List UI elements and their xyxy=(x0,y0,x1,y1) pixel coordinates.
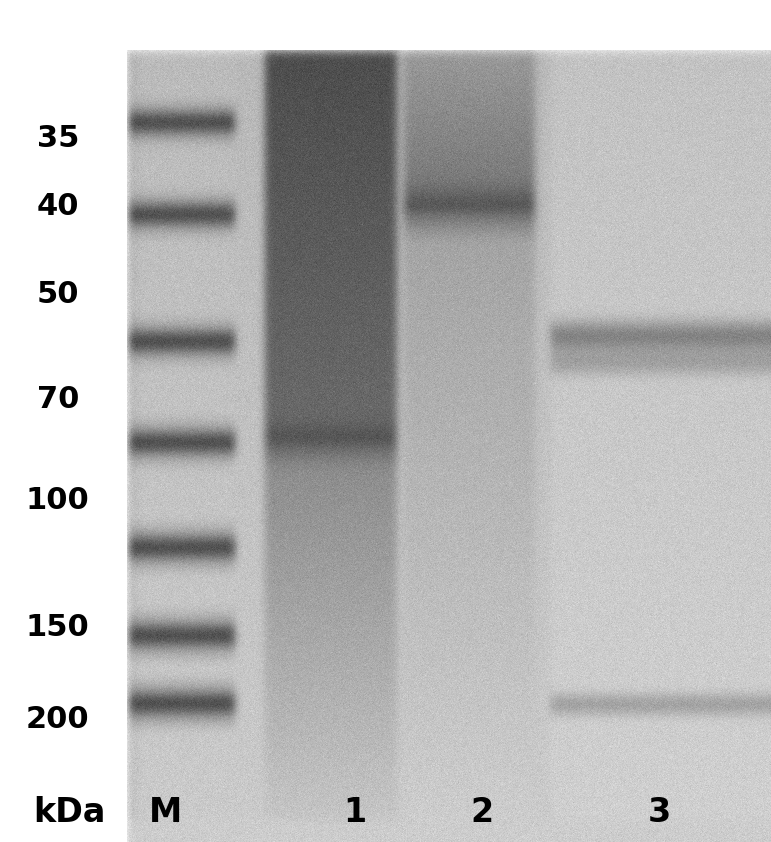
Text: 70: 70 xyxy=(37,386,79,414)
Text: 200: 200 xyxy=(26,706,89,734)
Text: 40: 40 xyxy=(36,192,79,221)
Text: M: M xyxy=(149,796,183,829)
Text: 1: 1 xyxy=(343,796,366,829)
Text: 50: 50 xyxy=(36,280,79,309)
Text: 100: 100 xyxy=(26,487,89,515)
Text: 2: 2 xyxy=(470,796,493,829)
Text: 150: 150 xyxy=(26,613,89,642)
Text: 3: 3 xyxy=(648,796,671,829)
Text: kDa: kDa xyxy=(33,796,106,829)
Text: 35: 35 xyxy=(37,125,79,153)
